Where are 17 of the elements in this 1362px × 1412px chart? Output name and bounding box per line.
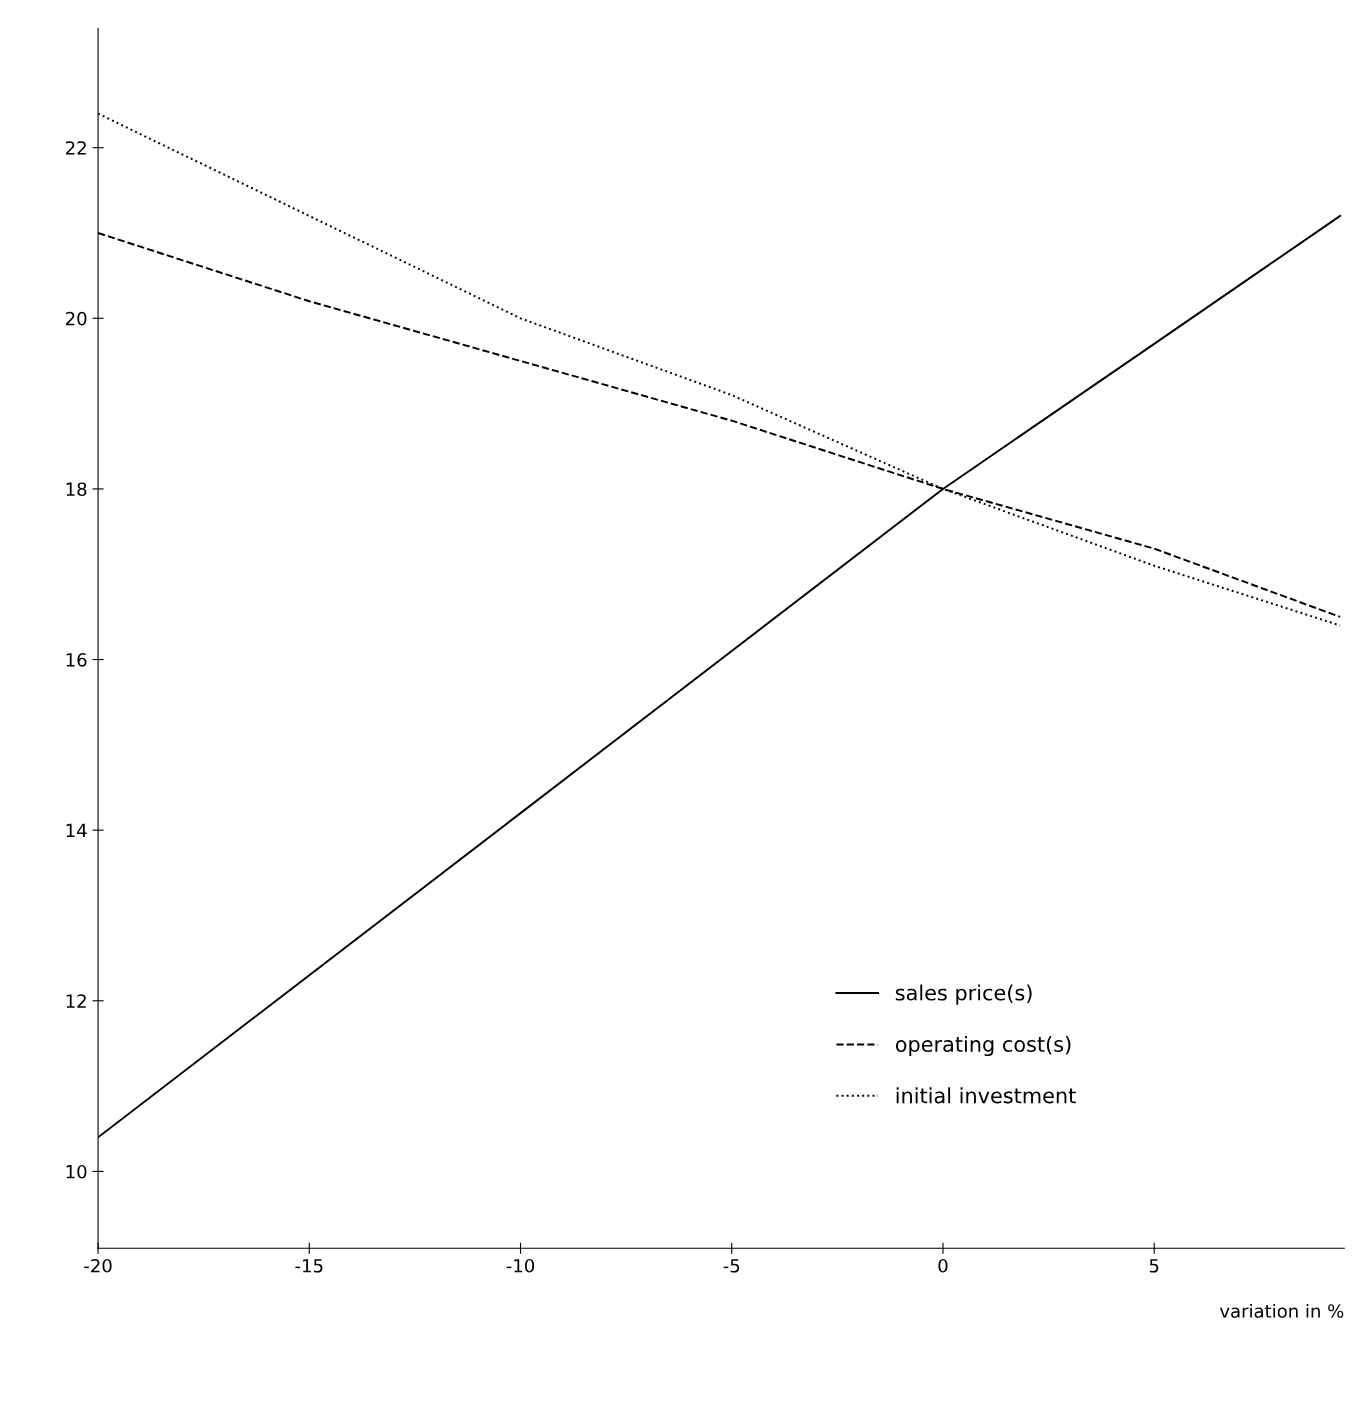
- x-tick-label: 5: [1149, 1259, 1159, 1273]
- legend-label: operating cost(s): [895, 1035, 1071, 1057]
- y-tick-label: 22: [65, 141, 86, 155]
- x-tick-label: 0: [938, 1258, 948, 1273]
- legend-label: initial investment: [896, 1087, 1076, 1104]
- x-tick-label: -10: [506, 1258, 535, 1273]
- y-tick-label: 20: [65, 311, 87, 326]
- x-tick-label: -5: [723, 1259, 740, 1273]
- legend-label: sales price(s): [895, 984, 1032, 1005]
- y-tick-label: 12: [66, 994, 86, 1008]
- y-tick-label: 14: [66, 823, 87, 838]
- y-tick-label: 16: [66, 653, 87, 667]
- x-tick-label: -15: [295, 1259, 323, 1273]
- x-tick-label: -20: [84, 1258, 112, 1273]
- x-axis-title: variation in %: [1219, 1303, 1344, 1318]
- y-tick-label: 10: [66, 1164, 87, 1179]
- y-tick-label: 18: [66, 482, 87, 497]
